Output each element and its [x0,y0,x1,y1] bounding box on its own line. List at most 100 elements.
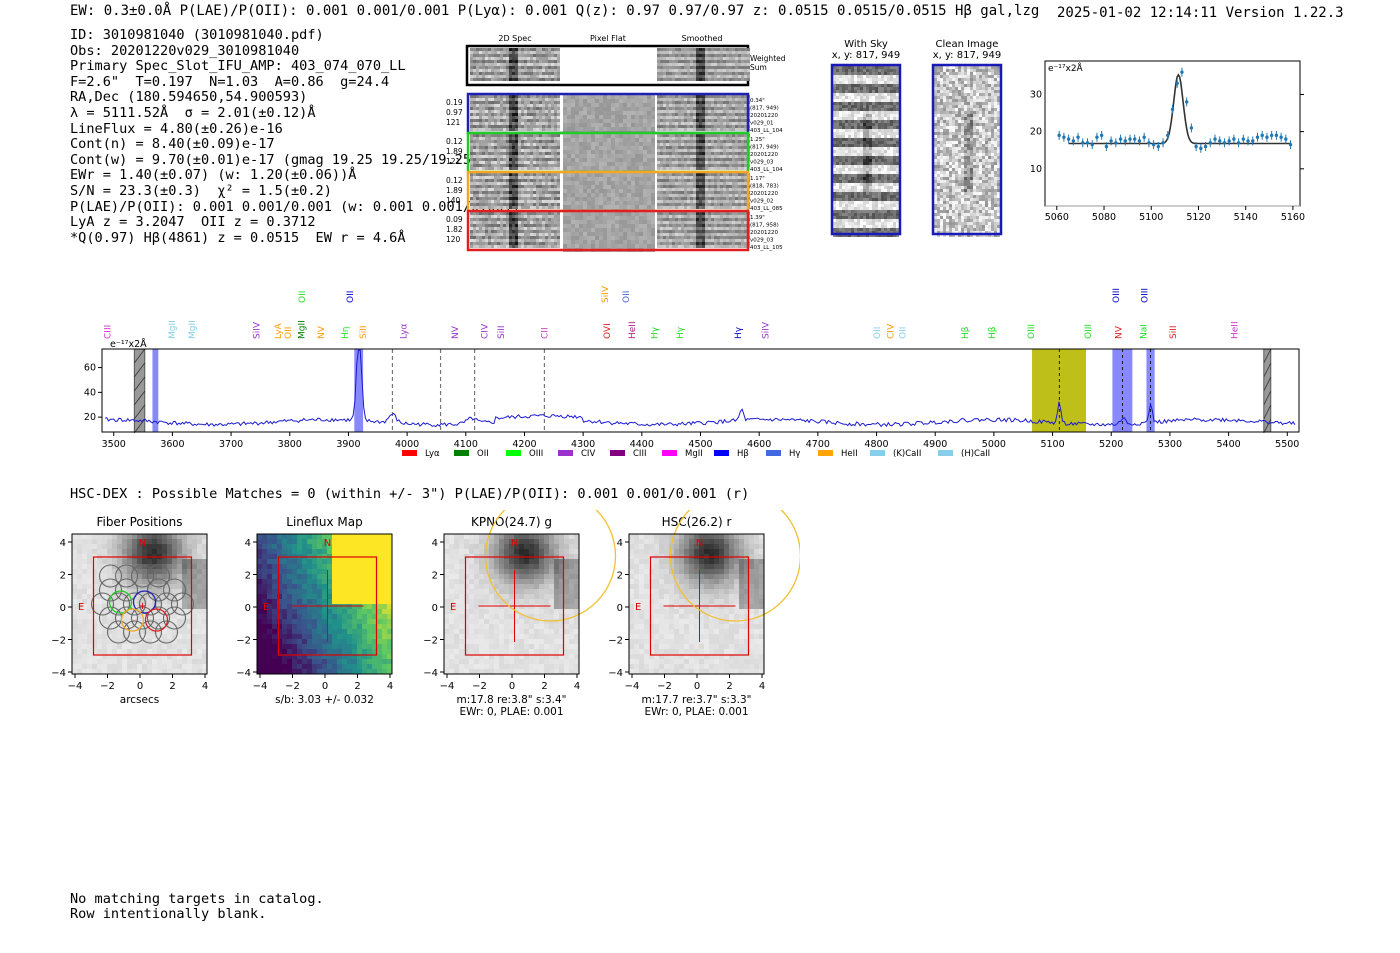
fit-data-point [1222,141,1227,145]
spectrum-xtick-label: 4500 [688,439,712,450]
line-id-label: LyA [274,322,284,339]
east-label: E [635,602,641,613]
image-caption: EWr: 0, PLAE: 0.001 [644,706,748,718]
fit-data-point [1288,142,1293,147]
spec-strip [657,134,750,170]
fit-data-point [1279,135,1283,139]
legend-swatch [454,450,469,456]
fit-data-point [1062,135,1066,139]
legend-swatch [558,450,573,456]
spectrum-xtick-label: 4300 [571,439,595,450]
spectrum-xtick-label: 4600 [747,439,771,450]
line-id-label: Hβ [961,326,971,339]
image-xtick-label: −2 [100,681,115,692]
line-id-label: CIV [887,323,897,339]
fit-ytick-label: 10 [1030,164,1042,175]
fit-data-point [1284,137,1288,141]
legend-label: CIII [633,449,646,459]
legend-label: (H)CaII [961,449,990,459]
spec-strip [470,212,560,248]
spectrum-xtick-label: 5100 [1040,439,1064,450]
fit-unit-label: e⁻¹⁷x2Å [1048,62,1084,74]
fit-data-point [1255,135,1260,139]
fit-data-point [1118,137,1123,141]
info-line: λ = 5111.52Å σ = 2.01(±0.12)Å [70,104,316,121]
fit-data-point [1104,144,1109,149]
fiber-row-info: 403_LL_105 [750,245,783,251]
fiber-row-info: 20201220 [750,191,778,197]
line-id-label: Hγ [651,326,661,339]
legend-swatch [662,450,677,456]
line-id-label: Hγ [734,326,744,339]
weighted-sum-label: Weighted [750,54,786,63]
image-xtick-label: 2 [541,681,547,692]
pixel-flat-strip [563,173,655,213]
clean-image-frame [931,63,1003,236]
fit-data-point [1066,137,1071,141]
info-line: *Q(0.97) Hβ(4861) z = 0.0515 EW r = 4.6Å [70,229,406,246]
fit-data-point [1203,144,1208,149]
line-id-label: MgII [168,320,178,339]
spectrum-xtick-label: 3900 [336,439,360,450]
fov-box [649,556,750,656]
spec-col-header: 2D Spec [498,34,531,43]
image-panel-title: Fiber Positions [96,515,182,529]
spectrum-xtick-label: 3600 [160,439,184,450]
info-line: ID: 3010981040 (3010981040.pdf) [70,27,324,43]
fit-data-point [1232,137,1236,141]
spec-strip [470,48,560,81]
spectrum-xtick-label: 3800 [278,439,302,450]
fit-xtick-label: 5120 [1186,212,1210,223]
with-sky-image [833,66,899,237]
fiber-row-stat: 0.97 [446,108,463,117]
fit-data-point [1251,139,1255,143]
line-id-label: HeII [628,321,638,339]
fov-box [464,556,565,656]
line-id-label: SiII [359,325,369,339]
image-xtick-label: 0 [694,681,700,692]
image-ytick-label: 0 [617,603,623,614]
fiber-row-info: v029_03 [750,238,774,244]
line-id-label: CIII [103,325,113,339]
emission-line-band [1146,349,1155,432]
info-line: LyA z = 3.2047 OII z = 0.3712 [70,214,316,231]
legend-label: MgII [685,449,703,459]
spectrum-xtick-label: 4900 [923,439,947,450]
catalog-note-1: No matching targets in catalog. [70,890,324,907]
fit-data-point [1208,141,1212,145]
spectrum-xtick-label: 4000 [395,439,419,450]
fit-data-point [1147,141,1151,145]
fit-data-point [1076,135,1080,139]
clean-image-coords: x, y: 817, 949 [933,50,1002,61]
image-ytick-label: 4 [245,538,251,549]
catalog-note-2: Row intentionally blank. [70,906,267,922]
legend-label: Hγ [789,449,800,459]
line-id-label: CIV [481,323,491,339]
fiber-orange [120,608,145,632]
fit-data-point [1099,133,1104,138]
image-xtick-label: −2 [472,681,487,692]
image-caption: EWr: 0, PLAE: 0.001 [459,706,563,718]
fit-data-point [1236,141,1241,145]
image-ytick-label: 2 [60,571,66,582]
fiber-row-info: 0.34" [750,98,765,104]
hsc-match-line: HSC-DEX : Possible Matches = 0 (within +… [70,486,750,502]
line-id-label: OII [873,327,883,339]
legend-swatch [766,450,781,456]
header-timestamp: 2025-01-02 12:14:11 Version 1.22.3 [1057,5,1344,21]
catalog-aperture [484,510,617,622]
fit-data-point [1246,139,1250,143]
fit-data-point [1109,139,1113,143]
image-xtick-label: −4 [625,681,640,692]
fiber-row-stat: 0.12 [446,137,463,146]
north-label: N [139,538,146,549]
line-id-label: Hβ [988,326,998,339]
fiber-green [108,590,133,614]
east-label: E [78,602,84,613]
line-id-label: OIII [1084,324,1094,339]
fiber-row-stat: 121 [446,118,461,127]
line-id-label: MgII [188,320,198,339]
line-id-label: SiIV [601,285,611,303]
